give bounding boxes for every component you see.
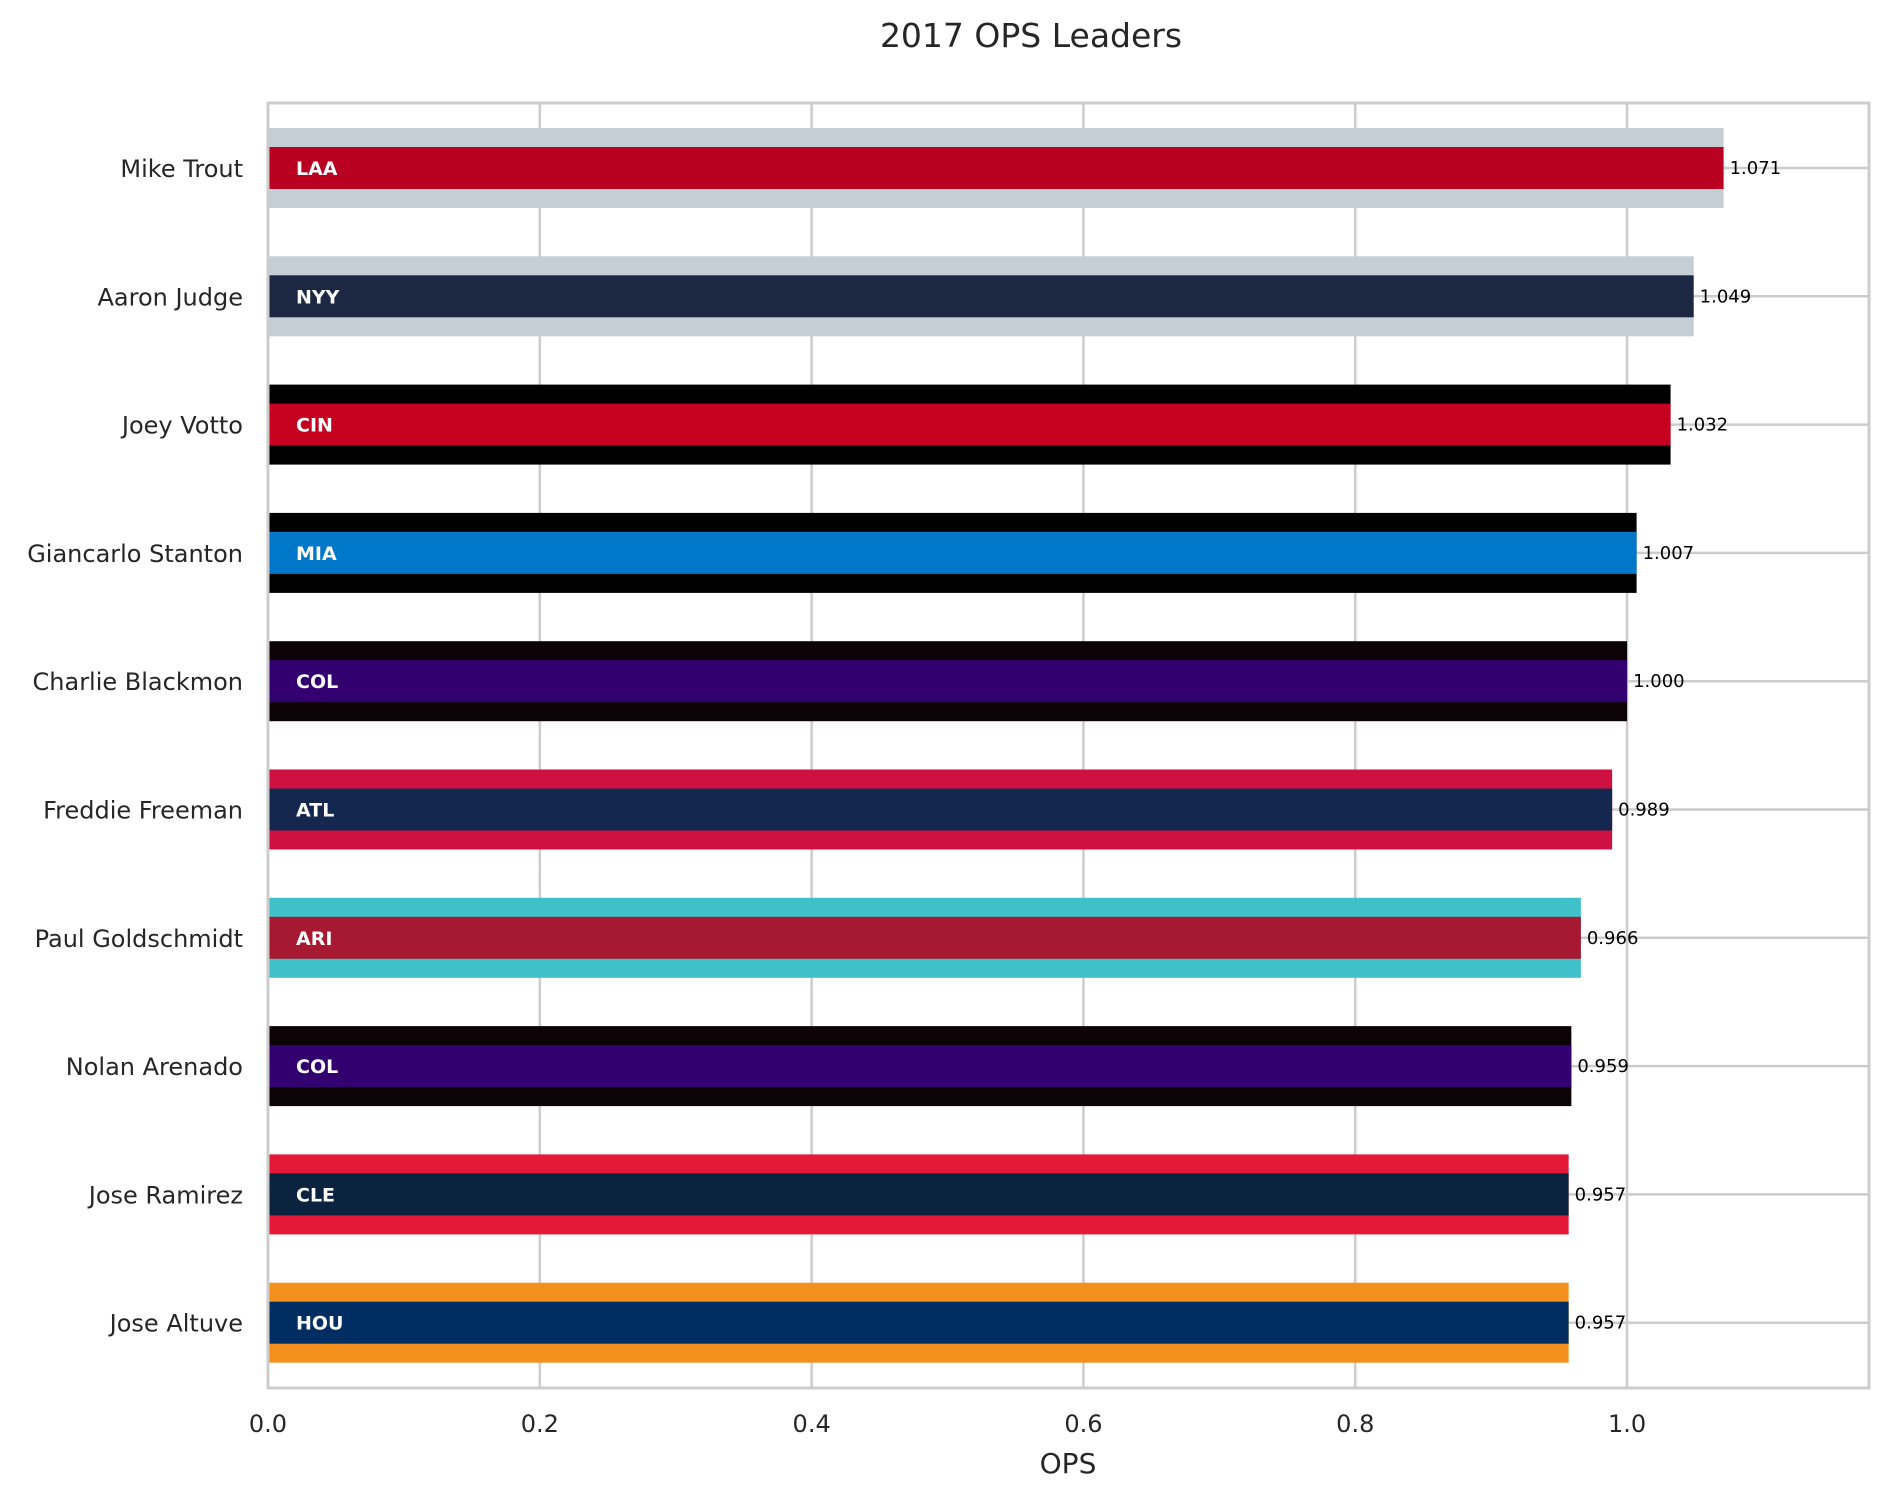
team-label: NYY	[296, 286, 340, 308]
bar-primary	[268, 660, 1628, 703]
value-label: 1.000	[1633, 671, 1685, 692]
bar-primary	[268, 1045, 1572, 1088]
y-tick-label: Paul Goldschmidt	[35, 925, 243, 953]
x-tick-label: 0.6	[1064, 1410, 1102, 1438]
y-tick-label: Nolan Arenado	[66, 1053, 243, 1081]
bar-primary	[268, 275, 1694, 318]
team-label: ARI	[296, 928, 332, 950]
value-label: 1.032	[1677, 415, 1729, 436]
value-label: 0.957	[1575, 1184, 1627, 1205]
value-label: 1.007	[1643, 543, 1695, 564]
value-label: 0.989	[1618, 800, 1670, 821]
value-label: 0.957	[1575, 1313, 1627, 1334]
team-label: CIN	[296, 415, 333, 437]
chart-title: 2017 OPS Leaders	[880, 16, 1182, 55]
bar-primary	[268, 1173, 1569, 1216]
value-label: 1.071	[1730, 158, 1782, 179]
bar-primary	[268, 147, 1724, 189]
y-tick-label: Freddie Freeman	[43, 797, 243, 825]
x-tick-label: 0.8	[1336, 1410, 1374, 1438]
bar-primary	[268, 403, 1671, 446]
team-label: LAA	[296, 158, 338, 180]
value-label: 0.966	[1587, 928, 1639, 949]
plot-frame	[266, 101, 1871, 1390]
y-tick-label: Aaron Judge	[97, 283, 243, 311]
team-label: COL	[296, 1056, 338, 1078]
x-tick-label: 0.0	[249, 1410, 287, 1438]
labels: 0.0 0.2 0.4 0.6 0.8 1.0 LAA 1.071 Mike Trout NYY 1…	[27, 155, 1781, 1438]
x-tick-label: 1.0	[1608, 1410, 1646, 1438]
bar-primary	[268, 1301, 1569, 1344]
bar-primary	[268, 531, 1637, 574]
y-tick-label: Charlie Blackmon	[33, 668, 243, 696]
y-tick-label: Jose Altuve	[108, 1310, 243, 1338]
y-tick-label: Joey Votto	[120, 412, 243, 440]
value-label: 0.959	[1577, 1056, 1629, 1077]
team-label: HOU	[296, 1313, 343, 1335]
x-tick-label: 0.2	[521, 1410, 559, 1438]
team-label: MIA	[296, 543, 337, 565]
value-label: 1.049	[1700, 286, 1752, 307]
bars	[268, 128, 1724, 1363]
team-label: ATL	[296, 800, 334, 822]
x-axis-label: OPS	[1040, 1447, 1097, 1480]
x-tick-label: 0.4	[793, 1410, 831, 1438]
team-label: CLE	[296, 1184, 335, 1206]
y-tick-label: Mike Trout	[120, 155, 243, 183]
y-tick-label: Giancarlo Stanton	[27, 540, 243, 568]
team-label: COL	[296, 671, 338, 693]
bar-primary	[268, 788, 1613, 831]
y-tick-label: Jose Ramirez	[87, 1181, 243, 1209]
bar-primary	[268, 916, 1581, 959]
